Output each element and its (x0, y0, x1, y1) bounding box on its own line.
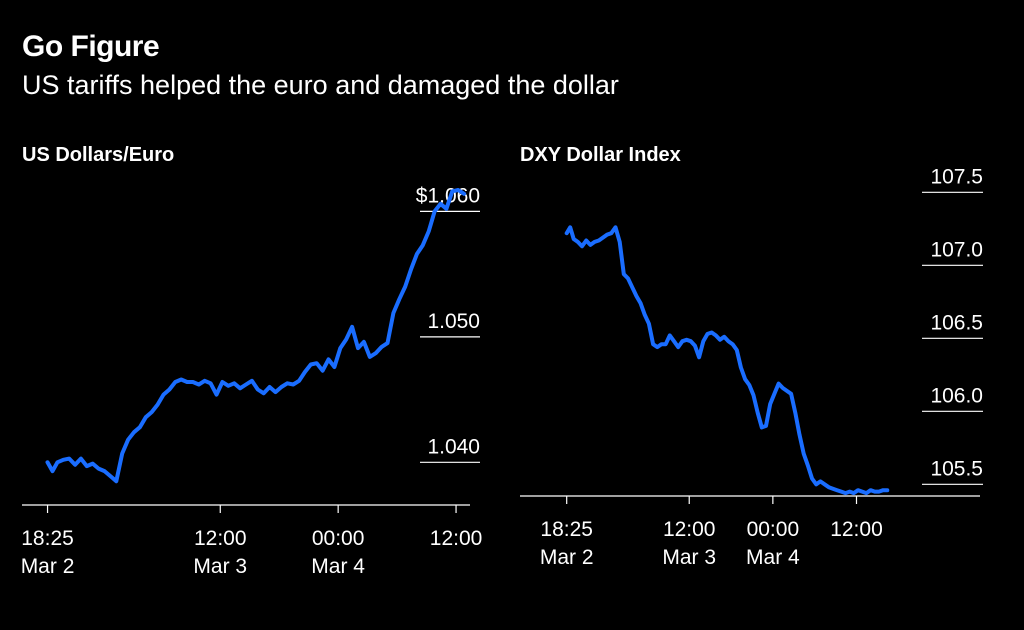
x-tick-time-label: 12:00 (194, 527, 247, 550)
y-tick-label: 1.040 (427, 435, 480, 458)
dxy-chart: 105.5 106.0 106.5 107.0 107.5 18:25 Mar 2 12:00… (520, 165, 983, 569)
chart-title-dxy: DXY Dollar Index (520, 144, 681, 166)
y-tick-label: 107.0 (930, 238, 983, 261)
page-subtitle: US tariffs helped the euro and damaged t… (22, 70, 619, 100)
series-line (45, 188, 467, 484)
x-tick-date-label: Mar 3 (193, 555, 247, 578)
x-tick-date-label: Mar 4 (746, 546, 800, 569)
x-tick-time-label: 18:25 (21, 527, 74, 550)
y-tick-label: $1.060 (416, 184, 480, 207)
y-tick-label: 106.0 (930, 384, 983, 407)
y-tick-label: 107.5 (930, 165, 983, 188)
x-tick-time-label: 12:00 (663, 518, 716, 541)
x-tick-time-label: 00:00 (312, 527, 365, 550)
x-tick-time-label: 12:00 (430, 527, 483, 550)
x-tick-time-label: 00:00 (747, 518, 800, 541)
page-title: Go Figure (22, 30, 160, 63)
y-tick-label: 106.5 (930, 311, 983, 334)
y-tick-label: 1.050 (427, 310, 480, 333)
chart-title-eurusd: US Dollars/Euro (22, 144, 174, 166)
x-tick-date-label: Mar 2 (21, 555, 75, 578)
x-tick-date-label: Mar 2 (540, 546, 594, 569)
x-tick-date-label: Mar 4 (311, 555, 365, 578)
series-line (564, 225, 890, 496)
y-tick-label: 105.5 (930, 457, 983, 480)
x-tick-time-label: 12:00 (830, 518, 883, 541)
x-tick-date-label: Mar 3 (662, 546, 716, 569)
x-tick-time-label: 18:25 (540, 518, 593, 541)
eurusd-chart: 1.040 1.050 $1.060 18:25 Mar 2 12:00 Mar 3 00:0… (21, 184, 483, 578)
